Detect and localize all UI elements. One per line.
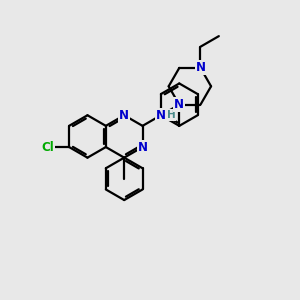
Text: Cl: Cl — [41, 141, 54, 154]
Text: N: N — [119, 109, 129, 122]
Text: H: H — [167, 110, 176, 120]
Text: N: N — [156, 109, 166, 122]
Text: N: N — [196, 61, 206, 74]
Text: N: N — [174, 98, 184, 111]
Text: N: N — [138, 141, 148, 154]
